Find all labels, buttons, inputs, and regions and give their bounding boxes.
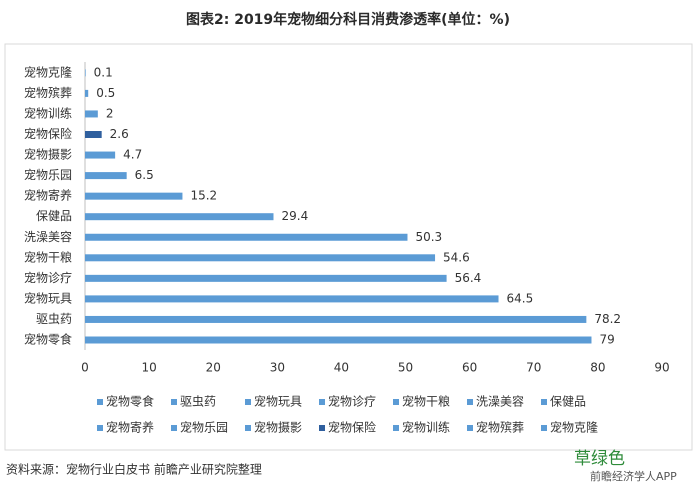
x-tick-label: 10: [141, 361, 156, 375]
y-tick-label: 驱虫药: [36, 312, 72, 326]
y-tick-label: 宠物训练: [24, 105, 72, 120]
legend-swatch: [97, 425, 103, 431]
legend-label: 宠物零食: [106, 394, 154, 409]
legend-label: 宠物殡葬: [476, 420, 524, 435]
y-tick-label: 洗澡美容: [24, 229, 72, 244]
legend-swatch: [97, 399, 103, 405]
y-tick-label: 宠物保险: [24, 126, 72, 141]
value-label: 56.4: [455, 271, 482, 285]
bar: [85, 131, 102, 138]
bar: [85, 110, 98, 118]
bar: [85, 213, 274, 221]
legend-label: 宠物训练: [402, 420, 450, 435]
value-label: 29.4: [281, 209, 308, 223]
legend-label: 宠物诊疗: [328, 394, 376, 409]
bar: [85, 315, 587, 323]
bar: [85, 89, 89, 97]
value-label: 0.5: [96, 86, 115, 100]
legend-label: 驱虫药: [180, 395, 216, 409]
value-label: 79: [599, 333, 614, 347]
x-tick-label: 80: [590, 361, 605, 375]
value-label: 54.6: [443, 250, 470, 264]
chart-frame: [4, 43, 693, 451]
legend-swatch: [393, 425, 399, 431]
legend-swatch: [541, 425, 547, 431]
value-label: 2: [106, 106, 114, 120]
legend-swatch: [541, 399, 547, 405]
bar: [85, 192, 183, 200]
legend-label: 宠物乐园: [180, 420, 228, 435]
y-tick-label: 宠物玩具: [24, 290, 72, 305]
bar: [85, 151, 116, 159]
bar: [85, 274, 447, 282]
bar: [85, 295, 499, 303]
watermark: 草绿色: [574, 449, 625, 469]
x-tick-label: 70: [526, 361, 541, 375]
legend-label: 宠物玩具: [254, 394, 302, 409]
y-tick-label: 宠物乐园: [24, 167, 72, 182]
legend-swatch: [467, 399, 473, 405]
bar: [85, 336, 592, 344]
x-tick-label: 30: [270, 361, 285, 375]
x-tick-label: 20: [206, 361, 221, 375]
x-tick-label: 40: [334, 361, 349, 375]
value-label: 64.5: [507, 291, 534, 305]
legend-label: 保健品: [550, 395, 586, 409]
legend-swatch: [245, 399, 251, 405]
source-note: 资料来源：宠物行业白皮书 前瞻产业研究院整理: [6, 462, 262, 477]
legend-swatch: [171, 399, 177, 405]
legend-label: 宠物干粮: [402, 394, 450, 409]
legend-label: 宠物保险: [328, 420, 376, 435]
legend-swatch: [467, 425, 473, 431]
x-tick-label: 90: [654, 361, 669, 375]
legend-swatch: [245, 425, 251, 431]
value-label: 50.3: [415, 230, 442, 244]
y-tick-label: 宠物摄影: [24, 147, 72, 162]
chart-title: 图表2: 2019年宠物细分科目消费渗透率(单位：%): [186, 11, 510, 28]
legend-label: 洗澡美容: [476, 394, 524, 409]
legend-label: 宠物摄影: [254, 420, 302, 435]
legend-label: 宠物克隆: [550, 420, 598, 435]
bar: [85, 254, 436, 262]
bar: [85, 233, 408, 241]
y-tick-label: 宠物干粮: [24, 249, 72, 264]
y-tick-label: 保健品: [36, 209, 72, 223]
y-tick-label: 宠物殡葬: [24, 85, 72, 100]
value-label: 6.5: [135, 168, 154, 182]
legend-swatch: [319, 399, 325, 405]
bar: [85, 69, 86, 77]
value-label: 0.1: [94, 65, 113, 79]
y-tick-label: 宠物克隆: [24, 64, 72, 79]
value-label: 2.6: [110, 127, 129, 141]
value-label: 15.2: [190, 189, 217, 203]
y-tick-label: 宠物零食: [24, 332, 72, 347]
legend-swatch: [319, 425, 325, 431]
y-tick-label: 宠物寄养: [24, 188, 72, 203]
bar: [85, 172, 127, 180]
legend-swatch: [393, 399, 399, 405]
y-tick-label: 宠物诊疗: [24, 270, 72, 285]
x-tick-label: 50: [398, 361, 413, 375]
value-label: 78.2: [594, 312, 621, 326]
watermark: 前瞻经济学人APP: [590, 469, 677, 483]
x-tick-label: 60: [462, 361, 477, 375]
legend-swatch: [171, 425, 177, 431]
value-label: 4.7: [123, 148, 142, 162]
legend-label: 宠物寄养: [106, 420, 154, 435]
x-tick-label: 0: [81, 361, 89, 375]
